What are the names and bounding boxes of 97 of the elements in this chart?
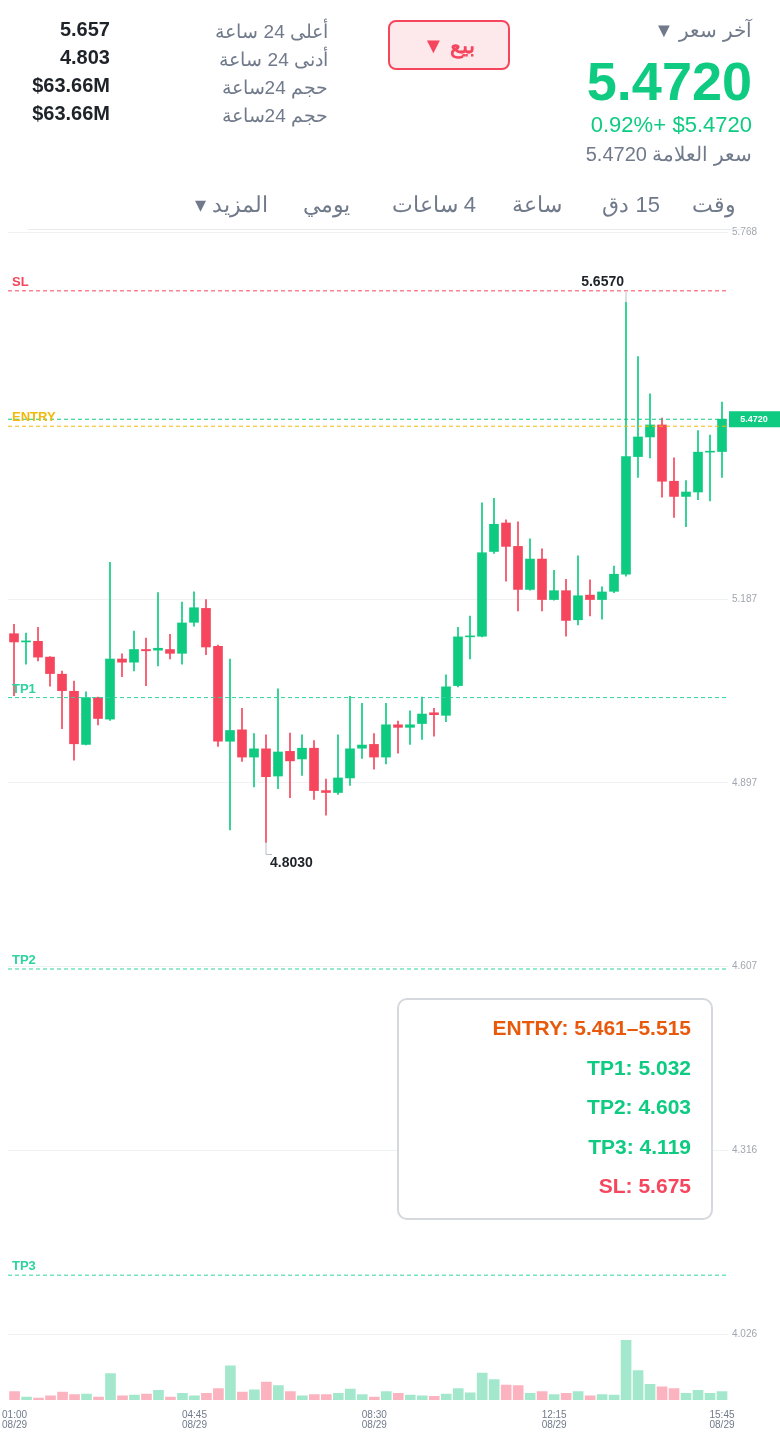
candlestick [225,658,235,831]
bar [273,1385,284,1400]
bar [117,1395,128,1400]
x-tick-label: 15:45 08/29 [709,1408,735,1430]
x-tick-label: 04:45 08/29 [181,1408,208,1430]
text: $63.66M [32,74,110,97]
ref-line-label: TP2 [12,952,36,968]
text: بيع ▼ [388,20,510,70]
candlestick [273,688,283,790]
text: $5.4720 [672,112,752,138]
candlestick [141,637,151,686]
y-tick-label: 5.768 [732,225,758,237]
x-tick-label: 12:15 08/29 [541,1408,568,1430]
bar [21,1396,32,1400]
text: المزيد ▾ [194,192,268,218]
candlestick [285,732,295,798]
text: 0.92%+ [590,112,666,138]
candlestick [357,702,367,759]
candlestick [585,579,595,617]
bar [249,1389,260,1400]
text: 5.4720 [586,50,752,112]
bar [392,1393,404,1400]
annotation: TP2: 4.603 [586,1094,691,1120]
candlestick [333,734,343,795]
bar [285,1391,296,1400]
bar [620,1340,632,1400]
candlestick [405,710,415,745]
y-tick-label: 4.316 [732,1144,758,1156]
bar [9,1391,20,1400]
bar [153,1390,164,1400]
bar [680,1393,692,1400]
bar [428,1396,440,1400]
text: وقت [692,192,736,218]
bar [668,1388,680,1400]
ref-line-label: 5.4720 [740,413,768,424]
ref-line-label: ENTRY [12,409,56,425]
ref-line-label: TP3 [12,1258,36,1274]
text: 5.657 [59,18,110,41]
bar [165,1396,176,1400]
ref-line-label: SL [12,273,29,289]
bar [129,1394,140,1400]
candlestick [681,480,691,528]
bar [548,1394,560,1400]
bar [93,1396,104,1400]
bar [560,1393,572,1400]
annotation: ENTRY: 5.461–5.515 [491,1015,691,1041]
text: 4.803 [59,46,110,69]
candlestick [417,696,427,740]
text: أدنى 24 ساعة [219,48,328,71]
bar [716,1391,728,1400]
text: حجم 24ساعة [221,76,328,99]
bar [81,1393,92,1400]
text: آخر سعر ▼ [654,18,752,42]
bar [380,1391,392,1400]
candlestick [321,778,331,816]
text: أعلى 24 ساعة [215,20,328,43]
candlestick [165,634,175,660]
candlestick [429,708,439,737]
bar [261,1381,272,1400]
text: 15 دق [602,192,660,218]
bar [297,1395,308,1400]
bar [584,1395,596,1400]
text: ساعة [512,192,562,218]
bar [644,1384,656,1400]
text: يومي [303,192,350,218]
x-tick-label: 01:00 08/29 [2,1408,28,1430]
bar [141,1393,152,1400]
annotation: 5.6570 [581,273,625,290]
bar [225,1365,236,1400]
bar [237,1391,248,1400]
bar [632,1370,644,1400]
text: 4 ساعات [391,192,476,218]
candlestick [117,653,127,678]
bar [536,1391,548,1400]
annotation: TP1: 5.032 [586,1054,691,1081]
y-tick-label: 4.897 [732,776,758,788]
text: سعر العلامة 5.4720 [585,142,752,166]
annotation: SL: 5.675 [597,1173,691,1199]
bar [692,1390,704,1400]
bar [704,1393,716,1400]
y-tick-label: 4.026 [732,1327,758,1339]
bar [608,1394,620,1400]
annotation: 4.8030 [270,854,314,871]
bar [524,1393,536,1400]
bar [105,1373,116,1400]
y-tick-label: 5.187 [732,593,758,605]
candlestick [249,733,259,788]
text: $63.66M [32,102,110,125]
y-tick-label: 4.607 [732,960,758,972]
candlestick [393,720,403,754]
bar [596,1394,608,1400]
bar [656,1386,668,1400]
bar [368,1396,380,1400]
bar [572,1391,584,1400]
annotation: TP3: 4.119 [587,1133,691,1160]
text: حجم 24ساعة [221,104,328,127]
x-tick-label: 08:30 08/29 [361,1408,388,1430]
